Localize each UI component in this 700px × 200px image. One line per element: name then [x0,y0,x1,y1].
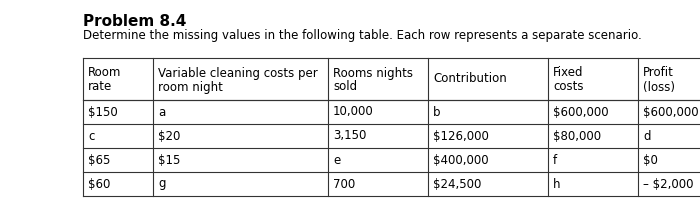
Text: e: e [333,154,340,166]
Text: $24,500: $24,500 [433,178,482,190]
Text: Room: Room [88,66,121,79]
Text: rate: rate [88,80,112,94]
Text: $20: $20 [158,130,181,142]
Text: $126,000: $126,000 [433,130,489,142]
Text: $600,000: $600,000 [643,106,699,118]
Text: g: g [158,178,165,190]
Text: – $2,000: – $2,000 [643,178,694,190]
Text: $15: $15 [158,154,181,166]
Text: Problem 8.4: Problem 8.4 [83,14,186,29]
Text: $600,000: $600,000 [553,106,608,118]
Text: $400,000: $400,000 [433,154,489,166]
Text: Fixed: Fixed [553,66,584,79]
Text: room night: room night [158,80,223,94]
Text: b: b [433,106,440,118]
Text: 10,000: 10,000 [333,106,374,118]
Text: a: a [158,106,165,118]
Text: h: h [553,178,561,190]
Text: Profit: Profit [643,66,674,79]
Text: $65: $65 [88,154,111,166]
Text: f: f [553,154,557,166]
Text: Determine the missing values in the following table. Each row represents a separ: Determine the missing values in the foll… [83,29,642,42]
Text: c: c [88,130,95,142]
Text: $0: $0 [643,154,658,166]
Text: costs: costs [553,80,584,94]
Text: $150: $150 [88,106,118,118]
Text: $80,000: $80,000 [553,130,601,142]
Text: Contribution: Contribution [433,72,507,86]
Text: d: d [643,130,650,142]
Text: Rooms nights: Rooms nights [333,66,413,79]
Text: (loss): (loss) [643,80,675,94]
Text: Variable cleaning costs per: Variable cleaning costs per [158,66,318,79]
Text: 700: 700 [333,178,355,190]
Text: sold: sold [333,80,357,94]
Text: $60: $60 [88,178,111,190]
Text: 3,150: 3,150 [333,130,366,142]
